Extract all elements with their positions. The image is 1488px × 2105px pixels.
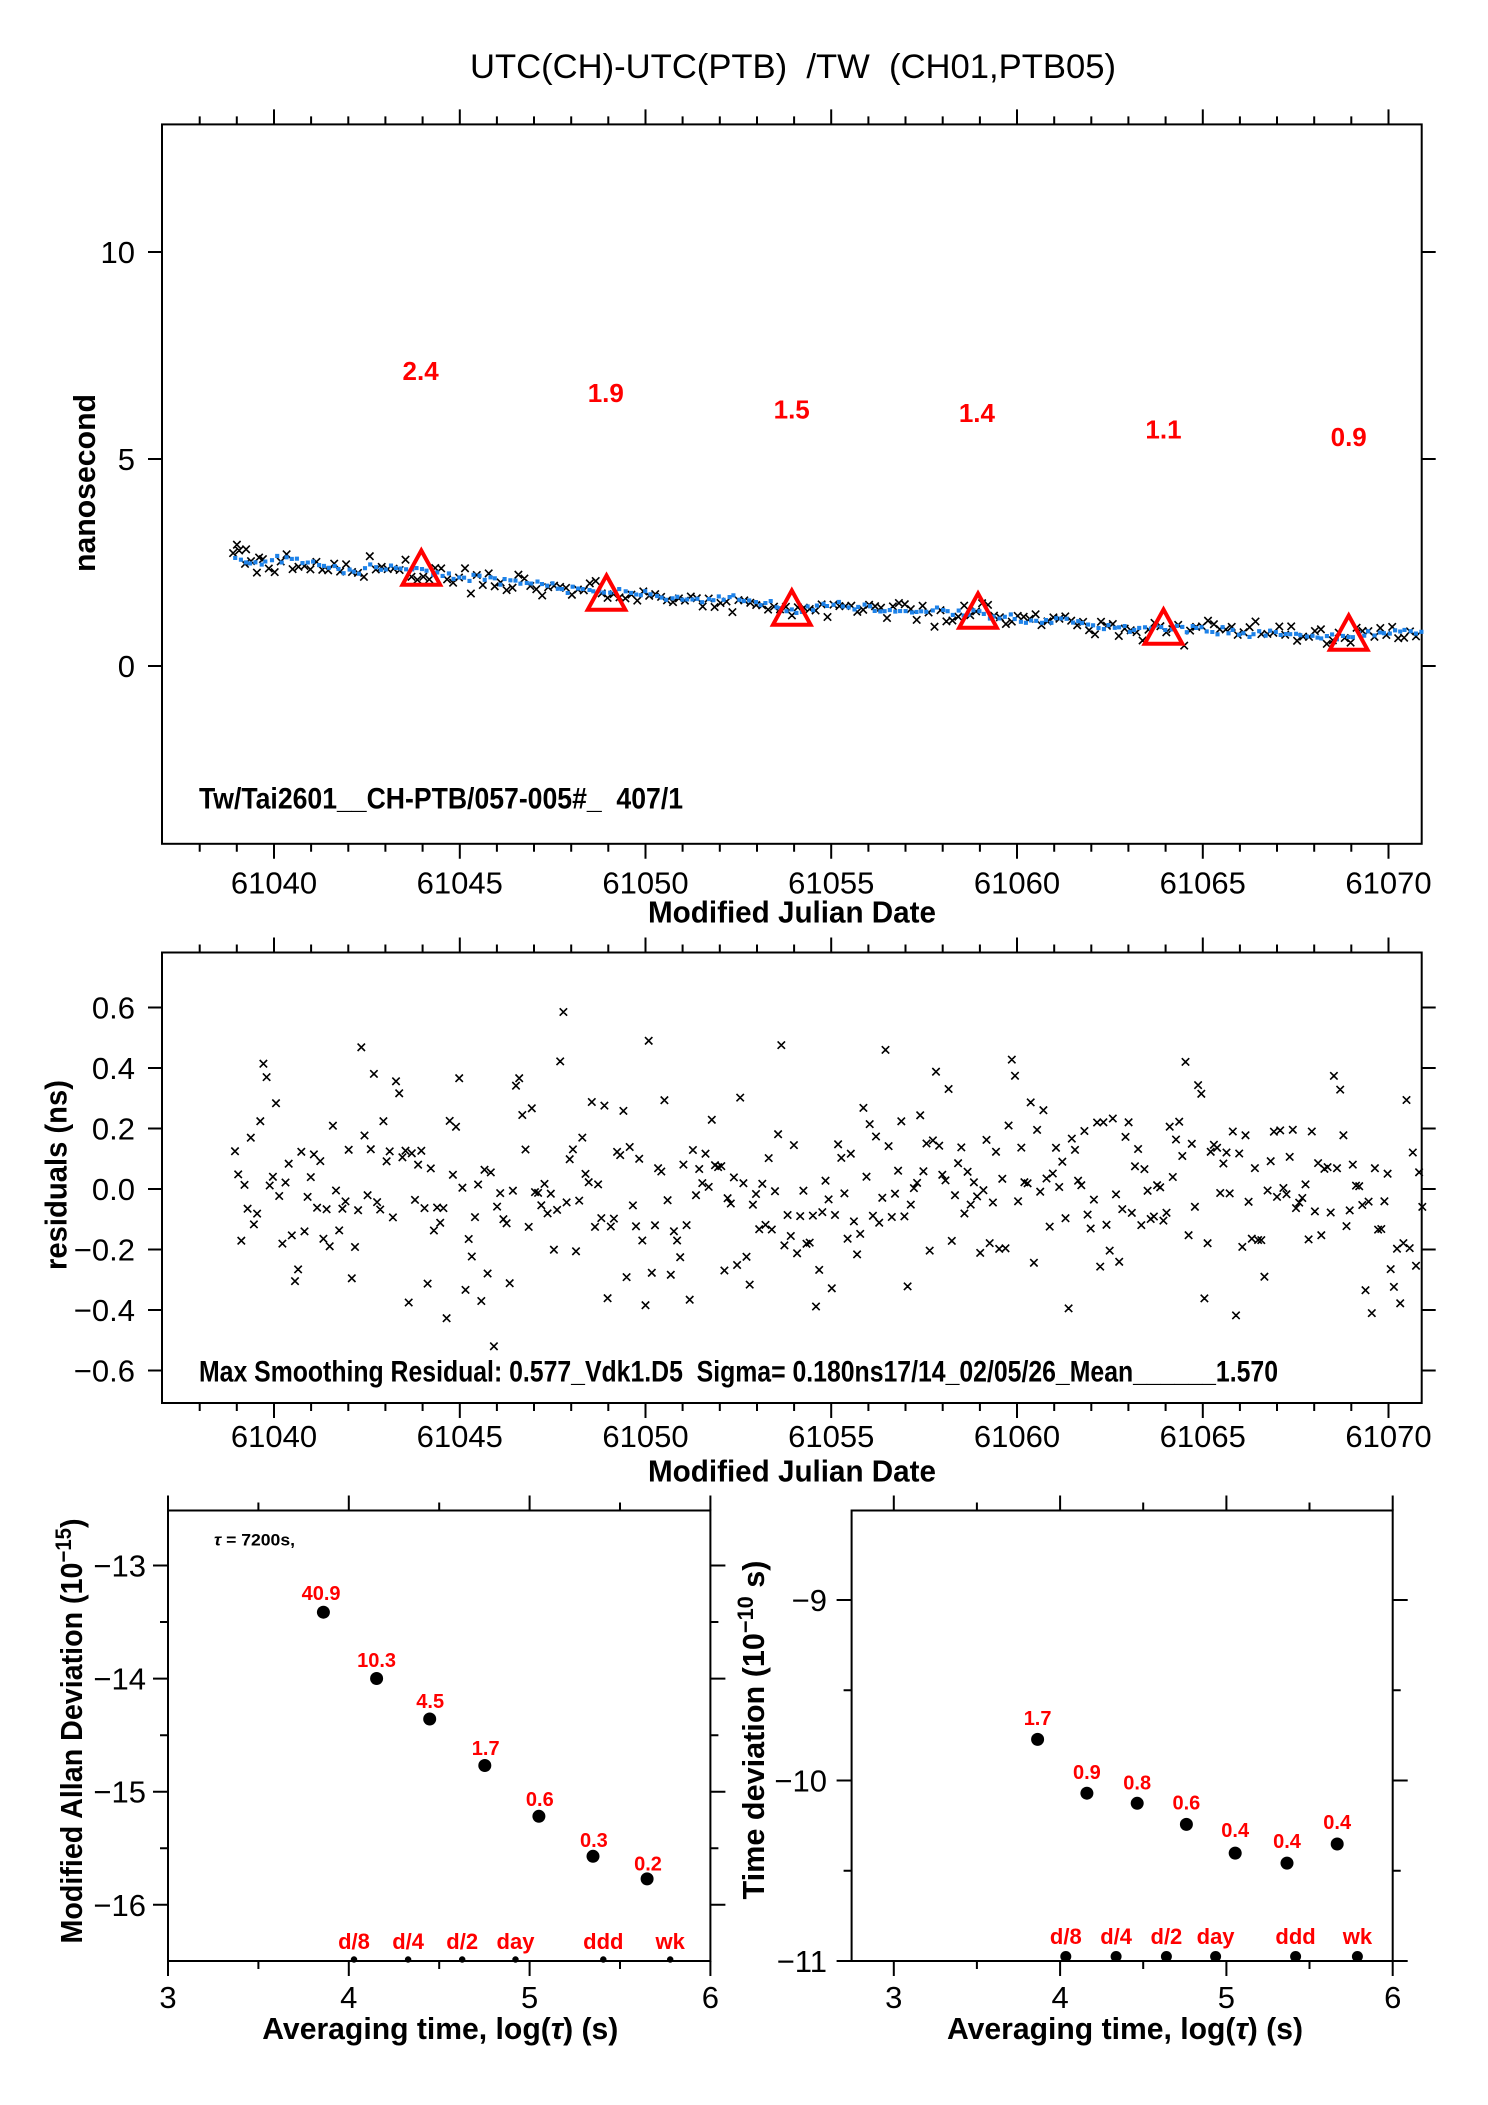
svg-text:Max Smoothing Residual: 0.577_: Max Smoothing Residual: 0.577_Vdk1.D5 Si… (199, 1356, 1278, 1389)
svg-text:wk: wk (1342, 1924, 1373, 1949)
svg-text:0.4: 0.4 (1221, 1820, 1250, 1842)
svg-text:3: 3 (885, 1980, 902, 2015)
svg-text:−0.4: −0.4 (74, 1293, 135, 1328)
svg-text:Averaging time, log(τ) (s): Averaging time, log(τ) (s) (262, 2011, 618, 2046)
svg-text:61040: 61040 (231, 865, 317, 900)
svg-text:day: day (1197, 1924, 1236, 1949)
svg-text:6: 6 (702, 1980, 719, 2015)
svg-text:τ = 7200s,: τ = 7200s, (214, 1531, 295, 1550)
svg-text:5: 5 (118, 442, 135, 477)
svg-text:5: 5 (521, 1980, 538, 2015)
svg-text:4.5: 4.5 (416, 1691, 444, 1713)
svg-text:−0.6: −0.6 (74, 1354, 135, 1389)
svg-text:wk: wk (655, 1929, 686, 1954)
svg-text:61070: 61070 (1345, 865, 1431, 900)
svg-text:−16: −16 (93, 1888, 146, 1923)
svg-text:−14: −14 (93, 1662, 146, 1697)
svg-text:−15: −15 (93, 1775, 146, 1810)
svg-text:10.3: 10.3 (357, 1650, 396, 1672)
svg-text:0.2: 0.2 (92, 1112, 135, 1147)
svg-text:day: day (497, 1929, 536, 1954)
svg-text:d/2: d/2 (446, 1929, 478, 1954)
svg-text:0.6: 0.6 (1172, 1793, 1200, 1815)
svg-text:61060: 61060 (974, 1419, 1060, 1454)
svg-text:nanosecond: nanosecond (67, 394, 102, 572)
svg-text:−13: −13 (93, 1549, 146, 1584)
svg-text:0: 0 (118, 649, 135, 684)
svg-text:61070: 61070 (1345, 1419, 1431, 1454)
svg-text:4: 4 (1051, 1980, 1068, 2015)
svg-text:1.5: 1.5 (774, 395, 810, 425)
svg-text:−11: −11 (777, 1944, 827, 1979)
svg-text:10: 10 (101, 235, 135, 270)
svg-text:1.7: 1.7 (1024, 1708, 1052, 1730)
svg-text:Time deviation (10−10 s): Time deviation (10−10 s) (733, 1561, 771, 1900)
svg-text:61065: 61065 (1160, 865, 1246, 900)
svg-text:40.9: 40.9 (302, 1583, 341, 1605)
svg-text:Modified Julian Date: Modified Julian Date (648, 1454, 936, 1489)
svg-text:3: 3 (159, 1980, 176, 2015)
svg-text:Averaging time, log(τ) (s): Averaging time, log(τ) (s) (947, 2011, 1303, 2046)
svg-text:1.9: 1.9 (588, 378, 624, 408)
svg-text:61045: 61045 (417, 865, 503, 900)
svg-text:Modified Julian Date: Modified Julian Date (648, 894, 936, 929)
svg-text:d/4: d/4 (392, 1929, 425, 1954)
svg-text:61040: 61040 (231, 1419, 317, 1454)
svg-text:61055: 61055 (788, 1419, 874, 1454)
svg-text:0.2: 0.2 (634, 1854, 662, 1876)
svg-text:61050: 61050 (602, 1419, 688, 1454)
svg-text:0.4: 0.4 (1273, 1831, 1302, 1853)
svg-text:ddd: ddd (1275, 1924, 1315, 1949)
svg-text:61050: 61050 (602, 865, 688, 900)
svg-text:d/2: d/2 (1151, 1924, 1183, 1949)
svg-text:61060: 61060 (974, 865, 1060, 900)
svg-text:0.0: 0.0 (92, 1172, 135, 1207)
svg-text:1.4: 1.4 (959, 398, 996, 428)
svg-text:2.4: 2.4 (403, 356, 440, 386)
svg-text:0.4: 0.4 (1323, 1812, 1352, 1834)
svg-text:0.9: 0.9 (1331, 422, 1367, 452)
svg-text:−0.2: −0.2 (74, 1233, 135, 1268)
svg-text:0.9: 0.9 (1073, 1762, 1101, 1784)
svg-text:0.6: 0.6 (92, 991, 135, 1026)
svg-text:d/8: d/8 (338, 1929, 370, 1954)
svg-text:0.4: 0.4 (92, 1051, 135, 1086)
svg-text:6: 6 (1384, 1980, 1401, 2015)
svg-text:−9: −9 (792, 1583, 827, 1618)
svg-text:5: 5 (1218, 1980, 1235, 2015)
svg-text:61055: 61055 (788, 865, 874, 900)
svg-text:Modified Allan Deviation (10−1: Modified Allan Deviation (10−15) (51, 1519, 89, 1944)
svg-text:Tw/Tai2601__CH-PTB/057-005#_: Tw/Tai2601__CH-PTB/057-005#_ 407/1 (199, 783, 683, 816)
svg-text:4: 4 (340, 1980, 357, 2015)
svg-text:ddd: ddd (583, 1929, 623, 1954)
svg-text:0.8: 0.8 (1123, 1773, 1151, 1795)
svg-text:61065: 61065 (1160, 1419, 1246, 1454)
svg-text:d/4: d/4 (1100, 1924, 1133, 1949)
svg-text:1.7: 1.7 (472, 1738, 500, 1760)
svg-text:−10: −10 (774, 1764, 827, 1799)
svg-text:UTC(CH)-UTC(PTB) /TW (CH01,P: UTC(CH)-UTC(PTB) /TW (CH01,PTB05) (470, 48, 1116, 86)
svg-text:61045: 61045 (417, 1419, 503, 1454)
svg-text:0.3: 0.3 (580, 1830, 608, 1852)
svg-text:1.1: 1.1 (1145, 415, 1181, 445)
svg-text:0.6: 0.6 (526, 1789, 554, 1811)
svg-text:residuals (ns): residuals (ns) (39, 1080, 74, 1270)
svg-text:d/8: d/8 (1050, 1924, 1082, 1949)
